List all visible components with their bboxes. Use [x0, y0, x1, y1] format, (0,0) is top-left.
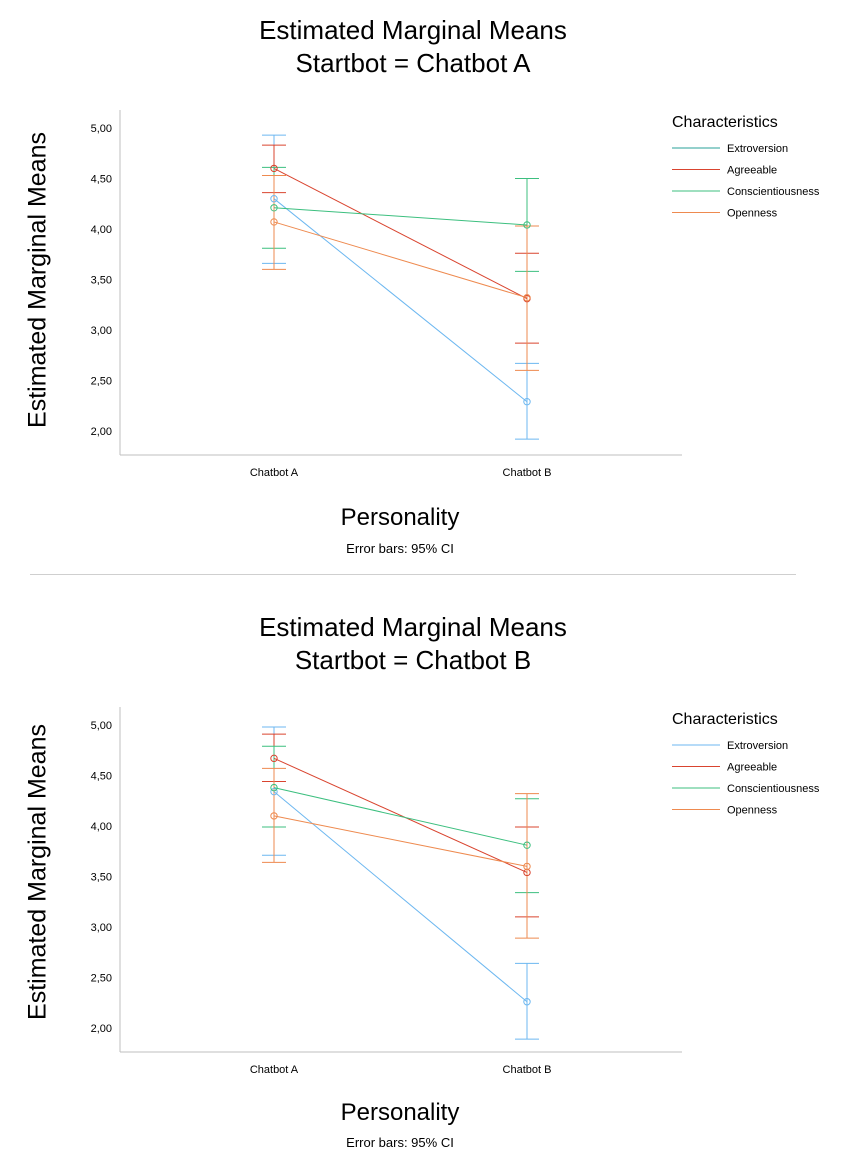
legend-label-openness: Openness: [727, 208, 778, 220]
data-point-extroversion: [270, 195, 278, 203]
series-line-openness: [273, 221, 528, 299]
y-tick-label: 3,00: [91, 325, 112, 337]
chart-subtitle: Startbot = Chatbot B: [294, 645, 532, 675]
data-point-agreeable: [270, 754, 278, 763]
y-tick-label: 2,50: [91, 973, 112, 985]
y-tick-label: 4,50: [91, 771, 112, 783]
panel-divider: [30, 574, 796, 575]
legend-label-extroversion: Extroversion: [727, 143, 788, 155]
series-line-agreeable: [273, 167, 528, 300]
legend-label-openness: Openness: [727, 805, 778, 817]
legend-label-conscientiousness: Conscientiousness: [727, 186, 820, 198]
chart-title-line: Estimated Marginal Means: [259, 15, 567, 45]
legend-label-agreeable: Agreeable: [727, 165, 777, 177]
series-line-extroversion: [273, 791, 528, 1003]
x-tick-label: Chatbot B: [503, 1064, 552, 1076]
x-tick-label: Chatbot B: [503, 467, 552, 479]
y-tick-label: 2,00: [91, 1023, 112, 1035]
y-tick-label: 5,00: [91, 123, 112, 135]
chart-subtitle: Startbot = Chatbot A: [295, 48, 531, 78]
data-point-extroversion: [270, 787, 278, 796]
series-line-conscientiousness: [273, 207, 528, 226]
y-tick-label: 3,50: [91, 872, 112, 884]
legend-label-extroversion: Extroversion: [727, 740, 788, 752]
series-line-openness: [273, 815, 528, 867]
error-bars-note: Error bars: 95% CI: [346, 541, 454, 556]
data-point-conscientiousness: [523, 221, 531, 229]
chart-title-line: Estimated Marginal Means: [259, 612, 567, 642]
series-line-agreeable: [273, 757, 528, 873]
chart-title: Estimated Marginal Means Startbot = Chat…: [0, 14, 826, 80]
series-line-extroversion: [273, 198, 528, 403]
data-point-openness: [270, 812, 278, 820]
plot-area: 2,00 2,50 3,00 3,50 4,00 4,50 5,00 Chatbot A Cha…: [91, 110, 820, 479]
y-tick-label: 4,00: [91, 821, 112, 833]
y-tick-label: 4,00: [91, 224, 112, 236]
data-point-openness: [523, 862, 531, 871]
chart-panel-chatbot-b: Estimated Marginal Means Startbot = Chat…: [0, 597, 843, 1169]
data-point-extroversion: [523, 998, 531, 1006]
data-point-conscientiousness: [270, 204, 278, 212]
data-point-openness: [523, 293, 531, 302]
series-line-conscientiousness: [273, 787, 528, 846]
x-tick-label: Chatbot A: [250, 467, 299, 479]
y-tick-label: 5,00: [91, 720, 112, 732]
data-point-agreeable: [270, 164, 278, 173]
legend-title: Characteristics: [672, 711, 778, 728]
x-axis-label: Personality: [340, 1099, 460, 1126]
x-tick-label: Chatbot A: [250, 1064, 299, 1076]
plot-area: 2,00 2,50 3,00 3,50 4,00 4,50 5,00 Chatbot A Cha…: [91, 707, 820, 1076]
legend-label-conscientiousness: Conscientiousness: [727, 783, 820, 795]
legend-label-agreeable: Agreeable: [727, 762, 777, 774]
legend-title: Characteristics: [672, 114, 778, 131]
y-tick-label: 4,50: [91, 174, 112, 186]
error-bars-note: Error bars: 95% CI: [346, 1135, 454, 1150]
y-tick-label: 2,00: [91, 426, 112, 438]
chart-title: Estimated Marginal Means Startbot = Chat…: [0, 611, 826, 677]
y-tick-label: 3,00: [91, 922, 112, 934]
data-point-conscientiousness: [270, 783, 278, 792]
y-tick-label: 2,50: [91, 376, 112, 388]
data-point-openness: [270, 218, 278, 226]
data-point-conscientiousness: [523, 841, 531, 849]
x-axis-label: Personality: [340, 504, 460, 531]
data-point-extroversion: [523, 398, 531, 406]
y-tick-label: 3,50: [91, 275, 112, 287]
chart-panel-chatbot-a: Estimated Marginal Means Startbot = Chat…: [0, 0, 843, 580]
